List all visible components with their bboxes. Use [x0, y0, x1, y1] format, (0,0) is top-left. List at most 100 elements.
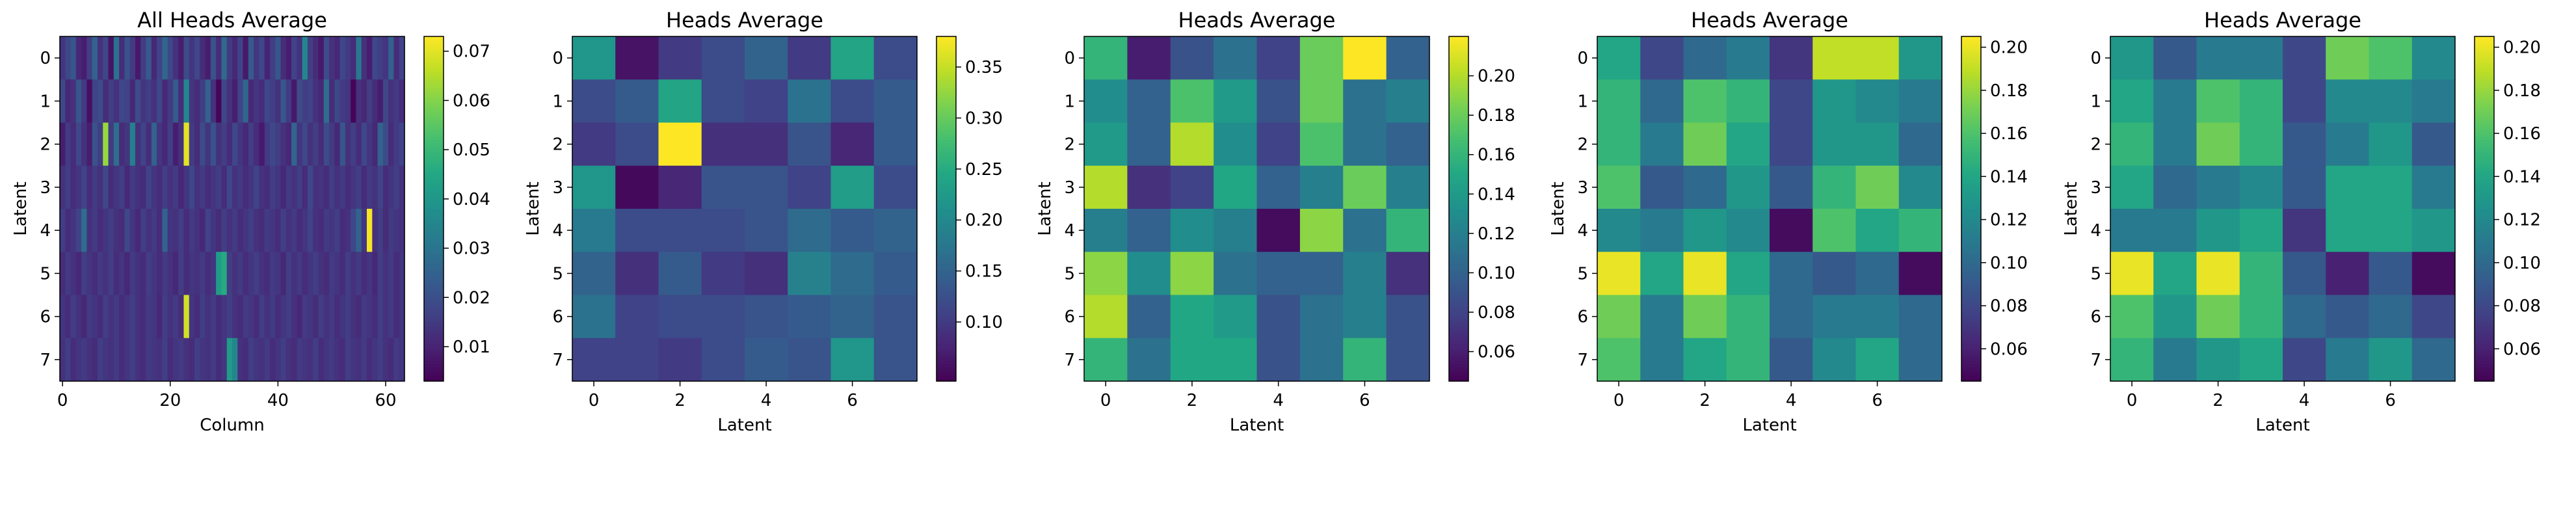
colorbar-segment [2475, 361, 2494, 365]
colorbar-segment [1961, 254, 1981, 258]
colorbar-segment [1449, 65, 1468, 69]
heatmap-cell [285, 209, 292, 252]
colorbar-segment [2475, 295, 2494, 299]
heatmap-cell [361, 338, 367, 382]
x-tick-label: 0 [57, 391, 68, 410]
colorbar-segment [1449, 142, 1468, 146]
heatmap-cell [113, 79, 120, 124]
heatmap-cell [2283, 252, 2326, 296]
heatmap-cell [135, 165, 141, 209]
colorbar-segment [1449, 312, 1468, 316]
colorbar-segment [2475, 364, 2494, 367]
heatmap-cell [172, 295, 179, 339]
colorbar-segment [2475, 122, 2494, 126]
colorbar-tick-label: 0.12 [1990, 211, 2028, 230]
heatmap-cell [81, 209, 88, 252]
heatmap-cell [157, 338, 163, 382]
heatmap-cell [788, 295, 832, 339]
heatmap-cell [75, 79, 82, 124]
colorbar-segment [424, 203, 444, 207]
heatmap-cell [103, 295, 109, 339]
colorbar-segment [1961, 73, 1981, 77]
colorbar-segment [1961, 323, 1981, 327]
heatmap-cell [254, 209, 260, 252]
colorbar-segment [936, 315, 956, 319]
heatmap-cell [124, 209, 131, 252]
heatmap-cell [237, 122, 244, 166]
heatmap-cell [388, 79, 395, 124]
y-tick-label: 6 [2090, 308, 2101, 327]
colorbar-segment [936, 36, 956, 40]
colorbar-segment [1961, 295, 1981, 299]
heatmap-cell [2283, 295, 2326, 339]
heatmap-cell [269, 338, 276, 382]
colorbar-segment [424, 120, 444, 124]
heatmap-cell [1597, 79, 1641, 124]
heatmap-cell [113, 295, 120, 339]
colorbar-segment [2475, 185, 2494, 189]
heatmap-cell [334, 79, 341, 124]
colorbar-segment [1961, 321, 1981, 325]
heatmap-cell [157, 36, 163, 80]
heatmap-cell [291, 295, 297, 339]
heatmap-cell [124, 295, 131, 339]
heatmap-cell [1898, 252, 1943, 296]
heatmap-cell [119, 36, 125, 80]
heatmap-cell [2239, 338, 2283, 382]
colorbar-segment [936, 76, 956, 80]
heatmap-cell [1386, 36, 1430, 80]
colorbar-segment [2475, 315, 2494, 319]
heatmap-cell [140, 295, 147, 339]
colorbar-segment [1961, 94, 1981, 98]
colorbar-segment [1449, 116, 1468, 120]
colorbar-segment [424, 303, 444, 307]
colorbar-segment [1961, 65, 1981, 69]
colorbar-segment [1961, 88, 1981, 92]
heatmap-cell [1898, 165, 1943, 209]
heatmap-cell [237, 79, 244, 124]
colorbar-segment [936, 355, 956, 359]
colorbar-segment [424, 309, 444, 313]
heatmap-cell [97, 36, 103, 80]
heatmap-cell [291, 79, 297, 124]
colorbar-tick-label: 0.03 [453, 239, 490, 259]
colorbar-segment [936, 120, 956, 124]
heatmap-cell [318, 36, 325, 80]
heatmap-cell [2153, 252, 2198, 296]
heatmap-cell [97, 295, 103, 339]
heatmap-cell [205, 36, 211, 80]
heatmap-cell [146, 338, 152, 382]
colorbar-segment [424, 232, 444, 235]
heatmap-cell [1683, 209, 1727, 252]
colorbar-segment [1961, 102, 1981, 106]
heatmap-cell [2411, 338, 2456, 382]
colorbar-segment [424, 65, 444, 69]
heatmap-cell [1256, 209, 1301, 252]
colorbar-segment [424, 280, 444, 284]
heatmap-cell [307, 252, 313, 296]
heatmap-cell [1640, 338, 1684, 382]
colorbar-segment [936, 280, 956, 284]
colorbar-segment [1961, 148, 1981, 152]
heatmap-cell [1214, 295, 1258, 339]
colorbar-segment [936, 189, 956, 193]
colorbar-segment [1961, 154, 1981, 158]
colorbar-segment [1449, 56, 1468, 60]
colorbar-segment [936, 332, 956, 336]
heatmap-cell [285, 338, 292, 382]
heatmap-cell [2411, 209, 2456, 252]
colorbar-segment [936, 114, 956, 118]
colorbar-segment [936, 183, 956, 187]
heatmap-cell [372, 338, 378, 382]
heatmap-cell [1170, 338, 1214, 382]
heatmap-cell [1386, 122, 1430, 166]
colorbar-segment [1449, 361, 1468, 365]
heatmap-cell [103, 338, 109, 382]
heatmap-cell [237, 36, 244, 80]
heatmap-cell [1084, 252, 1128, 296]
colorbar-segment [424, 116, 444, 120]
heatmap-cell [108, 338, 114, 382]
colorbar-segment [1961, 159, 1981, 163]
colorbar-tick-label: 0.14 [1990, 167, 2028, 187]
